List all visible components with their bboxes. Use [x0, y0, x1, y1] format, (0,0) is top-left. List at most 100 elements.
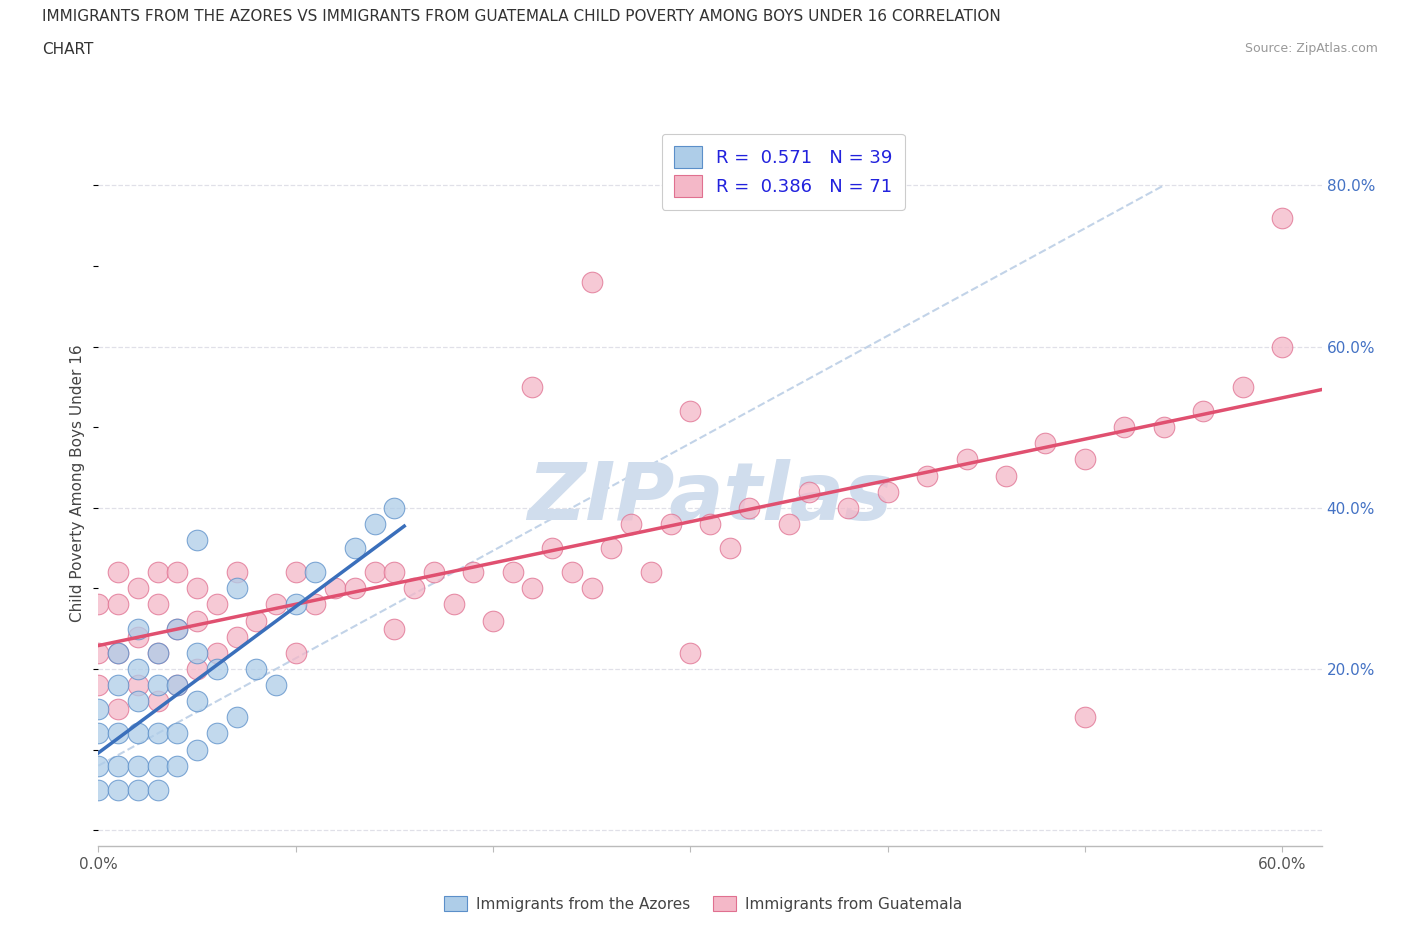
Point: [1232, 379, 1254, 394]
Point: [186, 581, 208, 596]
Point: [245, 613, 267, 628]
Y-axis label: Child Poverty Among Boys Under 16: Child Poverty Among Boys Under 16: [70, 345, 86, 622]
Point: [284, 645, 307, 660]
Point: [146, 758, 169, 773]
Point: [87, 702, 110, 717]
Point: [127, 621, 149, 636]
Point: [186, 613, 208, 628]
Point: [363, 565, 385, 579]
Point: [186, 742, 208, 757]
Point: [107, 782, 129, 797]
Point: [284, 597, 307, 612]
Point: [264, 597, 287, 612]
Point: [600, 540, 623, 555]
Point: [225, 710, 247, 724]
Point: [146, 726, 169, 741]
Point: [107, 758, 129, 773]
Point: [304, 565, 326, 579]
Point: [127, 661, 149, 676]
Point: [146, 565, 169, 579]
Point: [87, 726, 110, 741]
Point: [107, 678, 129, 693]
Text: Source: ZipAtlas.com: Source: ZipAtlas.com: [1244, 42, 1378, 55]
Point: [955, 452, 977, 467]
Point: [225, 565, 247, 579]
Point: [245, 661, 267, 676]
Point: [778, 516, 800, 531]
Point: [1074, 452, 1097, 467]
Point: [107, 702, 129, 717]
Point: [738, 500, 761, 515]
Point: [1074, 710, 1097, 724]
Point: [127, 581, 149, 596]
Point: [1271, 210, 1294, 225]
Point: [423, 565, 446, 579]
Legend: Immigrants from the Azores, Immigrants from Guatemala: Immigrants from the Azores, Immigrants f…: [437, 889, 969, 918]
Point: [382, 500, 405, 515]
Point: [659, 516, 682, 531]
Point: [581, 581, 603, 596]
Point: [994, 468, 1017, 483]
Point: [225, 630, 247, 644]
Point: [343, 581, 366, 596]
Point: [87, 782, 110, 797]
Point: [166, 621, 188, 636]
Legend: R =  0.571   N = 39, R =  0.386   N = 71: R = 0.571 N = 39, R = 0.386 N = 71: [662, 134, 905, 210]
Point: [1271, 339, 1294, 354]
Point: [146, 597, 169, 612]
Point: [718, 540, 741, 555]
Text: CHART: CHART: [42, 42, 94, 57]
Point: [87, 597, 110, 612]
Point: [1114, 419, 1136, 434]
Point: [225, 581, 247, 596]
Point: [127, 694, 149, 709]
Point: [482, 613, 505, 628]
Point: [679, 404, 702, 418]
Point: [522, 581, 544, 596]
Point: [304, 597, 326, 612]
Text: ZIPatlas: ZIPatlas: [527, 459, 893, 538]
Point: [107, 645, 129, 660]
Point: [1153, 419, 1175, 434]
Point: [561, 565, 583, 579]
Point: [166, 678, 188, 693]
Point: [1192, 404, 1215, 418]
Point: [146, 694, 169, 709]
Point: [1035, 436, 1057, 451]
Point: [581, 274, 603, 289]
Point: [87, 678, 110, 693]
Point: [107, 726, 129, 741]
Point: [620, 516, 643, 531]
Point: [343, 540, 366, 555]
Point: [837, 500, 859, 515]
Point: [205, 597, 228, 612]
Point: [522, 379, 544, 394]
Point: [87, 645, 110, 660]
Point: [876, 485, 898, 499]
Point: [107, 645, 129, 660]
Point: [146, 782, 169, 797]
Point: [166, 565, 188, 579]
Point: [166, 726, 188, 741]
Point: [127, 726, 149, 741]
Point: [797, 485, 820, 499]
Point: [463, 565, 485, 579]
Point: [146, 678, 169, 693]
Point: [127, 630, 149, 644]
Point: [186, 645, 208, 660]
Point: [146, 645, 169, 660]
Point: [186, 533, 208, 548]
Point: [166, 678, 188, 693]
Point: [166, 758, 188, 773]
Point: [679, 645, 702, 660]
Point: [107, 597, 129, 612]
Point: [87, 758, 110, 773]
Point: [186, 661, 208, 676]
Point: [284, 565, 307, 579]
Text: IMMIGRANTS FROM THE AZORES VS IMMIGRANTS FROM GUATEMALA CHILD POVERTY AMONG BOYS: IMMIGRANTS FROM THE AZORES VS IMMIGRANTS…: [42, 9, 1001, 24]
Point: [699, 516, 721, 531]
Point: [323, 581, 346, 596]
Point: [382, 621, 405, 636]
Point: [166, 621, 188, 636]
Point: [205, 661, 228, 676]
